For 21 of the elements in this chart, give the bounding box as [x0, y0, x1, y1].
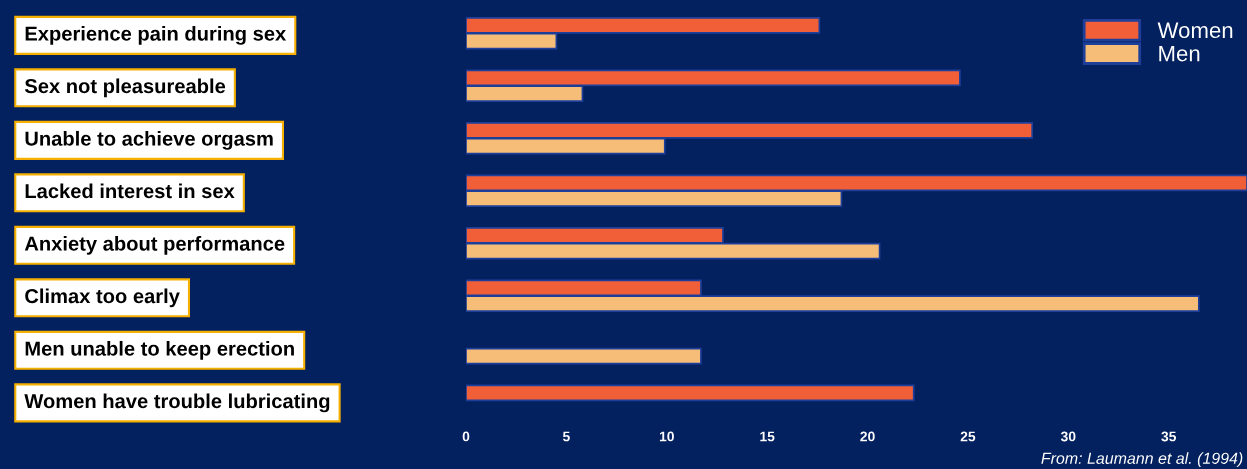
legend-label: Women — [1157, 22, 1233, 39]
y-tick-label: Sex not pleasureable — [24, 78, 226, 98]
bar — [466, 347, 702, 365]
y-tick-label: Experience pain during sex — [25, 25, 287, 45]
x-tick-label: 35 — [1161, 431, 1177, 442]
x-tick-label: 0 — [462, 431, 470, 442]
bar — [466, 384, 915, 402]
x-tick-label: 15 — [760, 431, 775, 442]
x-tick-label: 30 — [1060, 431, 1076, 442]
x-tick-label: 20 — [860, 431, 875, 442]
x-tick-label: 5 — [562, 431, 570, 442]
y-tick-label: Men unable to keep erection — [25, 340, 294, 360]
x-tick-label: 10 — [659, 431, 674, 442]
y-tick-label: Unable to achieve orgasm — [25, 130, 273, 150]
y-tick-label: Lacked interest in sex — [25, 183, 235, 199]
annotation: From: Laumann et al. (1994) — [1041, 452, 1243, 468]
y-tick-label: Anxiety about performance — [24, 235, 285, 255]
legend-label: Men — [1159, 45, 1200, 62]
y-tick-label: Climax too early — [25, 288, 180, 308]
y-tick-label: Women have trouble lubricating — [24, 393, 330, 413]
x-tick-label: 25 — [960, 431, 976, 442]
